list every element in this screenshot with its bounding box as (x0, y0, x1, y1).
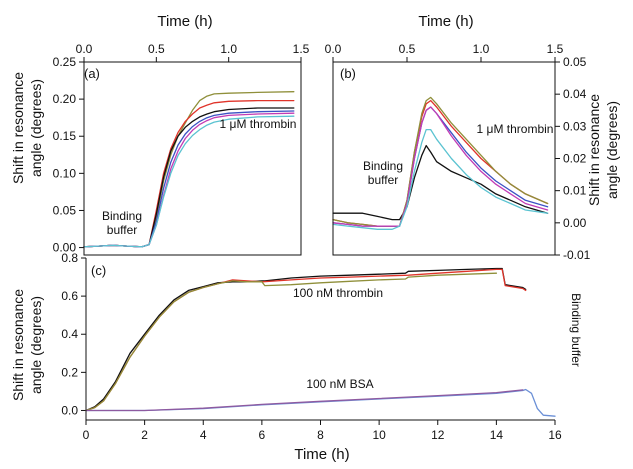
panel-c-series-3-line (85, 272, 498, 412)
panel-b-y-tick-label: 0.05 (563, 55, 587, 69)
panel-c-x-tick-label: 0 (83, 428, 90, 442)
panel-c-x-tick-label: 14 (490, 428, 504, 442)
panel-a-x-tick-label: 0.5 (148, 42, 165, 56)
panel-a-series-group (83, 91, 295, 248)
panel-b-x-tick-label: 0.5 (399, 42, 416, 56)
panel-b: Time (h) Shift in resonance angle (degre… (325, 13, 620, 262)
panel-a-y-axis-title-line2: angle (degrees) (28, 79, 44, 177)
panel-a-series-6-line (83, 115, 295, 248)
panel-b-y-tick-label: 0.04 (563, 87, 587, 101)
panel-a-x-tick-label: 1.0 (220, 42, 237, 56)
panel-b-y-tick-label: 0.02 (563, 152, 587, 166)
panel-c-y-ticks: 0.0 0.2 0.4 0.6 0.8 (61, 251, 86, 417)
panel-c-x-tick-label: 4 (200, 428, 207, 442)
panel-b-y-tick-label: 0.01 (563, 184, 587, 198)
panel-a-x-ticks: 0.0 0.5 1.0 1.5 (76, 42, 310, 62)
panel-c-label: (c) (91, 263, 106, 278)
panel-b-annotation-binding-buffer-line1: Binding (363, 159, 403, 173)
panel-c-x-tick-label: 8 (317, 428, 324, 442)
panel-b-x-tick-label: 1.5 (547, 42, 564, 56)
panel-c: Time (h) Shift in resonance angle (degre… (10, 251, 583, 463)
panel-b-y-tick-label: -0.01 (563, 248, 591, 262)
panel-b-x-axis-title: Time (h) (418, 13, 473, 30)
panel-c-series-5-line (85, 389, 524, 412)
panel-b-annotation-thrombin: 1 μM thrombin (477, 122, 554, 136)
panel-c-annotation-binding-buffer: Binding buffer (569, 293, 583, 367)
panel-c-y-axis-title-line1: Shift in resonance (10, 289, 26, 401)
panel-b-x-ticks: 0.0 0.5 1.0 1.5 (325, 42, 564, 62)
panel-a-x-tick-label: 0.0 (76, 42, 93, 56)
panel-a-y-tick-label: 0.25 (53, 55, 77, 69)
panel-c-x-tick-label: 2 (141, 428, 148, 442)
panel-c-series-group (85, 267, 556, 417)
panel-b-annotation-binding-buffer-line2: buffer (368, 173, 398, 187)
panel-b-plot-frame (332, 61, 556, 256)
panel-c-series-1-line (85, 267, 527, 412)
panel-a-label: (a) (84, 66, 100, 81)
panel-c-x-ticks: 0 2 4 6 8 10 12 14 16 (83, 420, 562, 442)
panel-c-x-tick-label: 16 (548, 428, 562, 442)
panel-c-y-tick-label: 0.0 (61, 403, 78, 417)
panel-b-y-ticks: -0.01 0.00 0.01 0.02 0.03 0.04 0.05 (555, 55, 591, 262)
panel-a-y-ticks: 0.00 0.05 0.10 0.15 0.20 0.25 (53, 55, 84, 255)
panel-a-annotation-binding-buffer-line1: Binding (102, 209, 142, 223)
panel-a-y-tick-label: 0.20 (53, 92, 77, 106)
panel-b-y-tick-label: 0.00 (563, 216, 587, 230)
panel-c-x-tick-label: 10 (372, 428, 386, 442)
panel-c-x-tick-label: 12 (431, 428, 445, 442)
panel-c-annotation-bsa: 100 nM BSA (306, 377, 373, 391)
panel-b-x-tick-label: 1.0 (473, 42, 490, 56)
panel-b-series-6-line (332, 128, 549, 230)
panel-b-y-tick-label: 0.03 (563, 119, 587, 133)
panel-c-axes (85, 258, 555, 421)
panel-a-plot-frame (83, 61, 302, 256)
panel-a-x-axis-title: Time (h) (157, 13, 212, 30)
panel-b-x-tick-label: 0.0 (325, 42, 342, 56)
panel-a-x-tick-label: 1.5 (293, 42, 310, 56)
panel-b-series-group (332, 96, 549, 230)
panel-a-y-tick-label: 0.00 (53, 241, 77, 255)
panel-a-y-tick-label: 0.05 (53, 203, 77, 217)
panel-a-annotation-thrombin: 1 μM thrombin (220, 117, 297, 131)
panel-c-y-axis-title-line2: angle (degrees) (28, 296, 44, 394)
panel-c-y-tick-label: 0.4 (61, 327, 78, 341)
panel-b-label: (b) (340, 66, 356, 81)
panel-c-x-tick-label: 6 (259, 428, 266, 442)
panel-a: Time (h) Shift in resonance angle (degre… (10, 13, 310, 256)
panel-c-y-tick-label: 0.2 (61, 365, 78, 379)
panel-c-annotation-thrombin: 100 nM thrombin (293, 286, 383, 300)
panel-c-x-axis-title: Time (h) (294, 446, 349, 463)
panel-a-annotation-binding-buffer-line2: buffer (107, 223, 137, 237)
panel-b-y-axis-title-line1: Shift in resonance (586, 94, 602, 206)
panel-a-y-tick-label: 0.15 (53, 129, 77, 143)
panel-b-series-1-line (332, 144, 549, 221)
panel-b-series-5-line (332, 106, 549, 227)
panel-a-y-tick-label: 0.10 (53, 166, 77, 180)
panel-b-y-axis-title-line2: angle (degrees) (604, 101, 620, 199)
panel-c-y-tick-label: 0.6 (61, 289, 78, 303)
panel-a-y-axis-title-line1: Shift in resonance (10, 72, 26, 184)
panel-c-y-tick-label: 0.8 (61, 251, 78, 265)
